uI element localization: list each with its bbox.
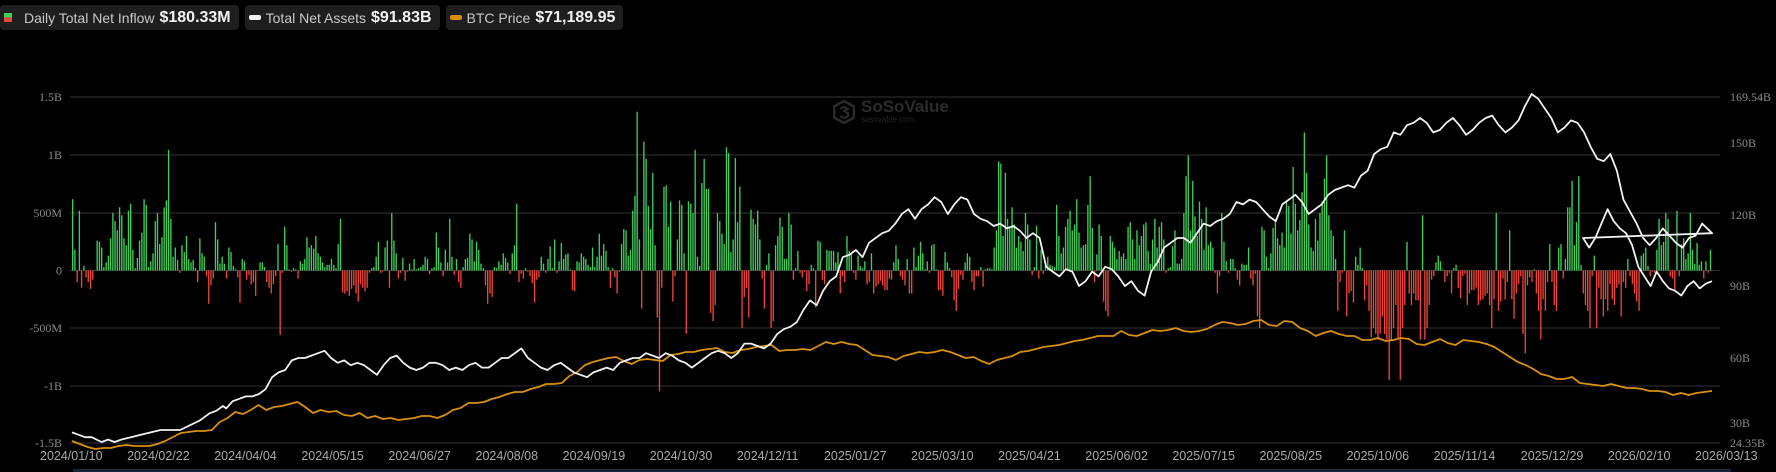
svg-text:2024/08/08: 2024/08/08	[476, 449, 539, 463]
svg-text:2025/07/15: 2025/07/15	[1172, 449, 1235, 463]
total-net-assets-line	[71, 93, 1713, 443]
sosovalue-logo-icon	[833, 99, 855, 124]
svg-text:2026/03/13: 2026/03/13	[1695, 449, 1758, 463]
svg-text:2025/01/27: 2025/01/27	[824, 449, 887, 463]
legend-label: Total Net Assets	[265, 9, 367, 26]
svg-text:120B: 120B	[1730, 208, 1756, 222]
svg-text:2024/02/22: 2024/02/22	[127, 449, 190, 463]
legend: Daily Total Net Inflow $180.33M Total Ne…	[0, 5, 624, 30]
svg-text:2026/02/10: 2026/02/10	[1608, 449, 1671, 463]
watermark-title: SoSoValue	[861, 97, 949, 116]
svg-text:169.54B: 169.54B	[1730, 90, 1771, 104]
svg-text:2024/10/30: 2024/10/30	[650, 449, 713, 463]
legend-item-daily-net-inflow[interactable]: Daily Total Net Inflow $180.33M	[0, 5, 239, 30]
watermark: SoSoValue sosovalue.com	[833, 97, 949, 124]
legend-label: Daily Total Net Inflow	[24, 9, 155, 26]
svg-text:2025/04/21: 2025/04/21	[998, 449, 1061, 463]
inflow-swatch-icon	[4, 13, 12, 22]
svg-text:0: 0	[56, 264, 62, 278]
legend-item-total-net-assets[interactable]: Total Net Assets $91.83B	[244, 5, 440, 30]
svg-text:2025/03/10: 2025/03/10	[911, 449, 974, 463]
legend-label: BTC Price	[466, 9, 531, 26]
svg-text:30B: 30B	[1730, 416, 1750, 430]
x-axis-labels: 2024/01/10 2024/02/22 2024/04/04 2024/05/15…	[40, 449, 1758, 463]
svg-text:24.35B: 24.35B	[1730, 436, 1765, 450]
svg-text:2025/11/14: 2025/11/14	[1434, 449, 1496, 463]
svg-text:2025/10/06: 2025/10/06	[1347, 449, 1410, 463]
svg-text:1B: 1B	[48, 148, 62, 162]
svg-text:-1B: -1B	[44, 379, 62, 393]
svg-text:2025/12/29: 2025/12/29	[1521, 449, 1584, 463]
svg-text:500M: 500M	[33, 206, 62, 220]
daily-net-inflow-bars	[72, 111, 1712, 392]
svg-text:2025/08/25: 2025/08/25	[1259, 449, 1322, 463]
legend-value: $91.83B	[371, 8, 432, 26]
svg-text:2024/05/15: 2024/05/15	[301, 449, 364, 463]
svg-text:60B: 60B	[1730, 351, 1750, 365]
svg-text:150B: 150B	[1730, 136, 1756, 150]
svg-text:2025/06/02: 2025/06/02	[1085, 449, 1148, 463]
time-range-navigator[interactable]	[73, 469, 1731, 472]
legend-value: $180.33M	[159, 8, 231, 26]
right-axis-labels: 169.54B 150B 120B 90B 60B 30B 24.35B	[1730, 90, 1771, 450]
legend-item-btc-price[interactable]: BTC Price $71,189.95	[445, 5, 624, 30]
watermark-subtitle: sosovalue.com	[861, 115, 915, 124]
svg-text:2024/04/04: 2024/04/04	[214, 449, 277, 463]
gridlines	[70, 96, 1720, 444]
svg-text:1.5B: 1.5B	[39, 90, 62, 104]
assets-line-swatch-icon	[248, 15, 261, 20]
svg-text:2024/06/27: 2024/06/27	[388, 449, 451, 463]
svg-text:2024/12/11: 2024/12/11	[737, 449, 799, 463]
btc-line-swatch-icon	[449, 15, 462, 20]
legend-value: $71,189.95	[535, 8, 616, 26]
svg-text:90B: 90B	[1730, 279, 1750, 293]
svg-text:2024/01/10: 2024/01/10	[40, 449, 103, 463]
left-axis-labels: 1.5B 1B 500M 0 -500M -1B -1.5B	[29, 90, 62, 450]
btc-price-line	[71, 319, 1713, 450]
svg-text:-500M: -500M	[29, 321, 62, 335]
svg-text:2024/09/19: 2024/09/19	[563, 449, 626, 463]
svg-text:-1.5B: -1.5B	[35, 436, 62, 450]
